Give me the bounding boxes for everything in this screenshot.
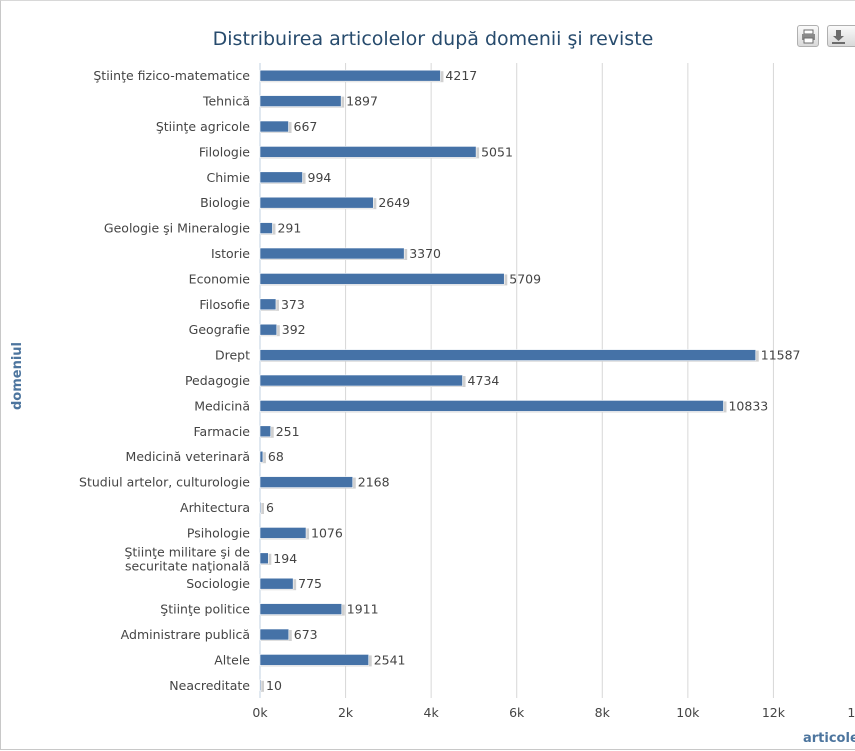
category-label: Drept bbox=[215, 348, 250, 363]
bar bbox=[259, 476, 354, 488]
bar bbox=[259, 95, 342, 107]
category-label: Chimie bbox=[207, 170, 251, 185]
category-label: Ştiinţe agricole bbox=[156, 119, 250, 134]
x-tick-label: 14k bbox=[847, 705, 855, 720]
bar bbox=[259, 349, 757, 361]
data-label: 667 bbox=[294, 119, 318, 134]
bar bbox=[259, 298, 277, 311]
print-button[interactable] bbox=[797, 25, 819, 47]
y-axis-title: domeniul bbox=[10, 342, 25, 410]
category-label: Medicină veterinară bbox=[126, 449, 250, 464]
bar bbox=[259, 425, 272, 438]
x-tick-label: 12k bbox=[762, 705, 786, 720]
bar bbox=[259, 247, 405, 260]
category-label: Farmacie bbox=[194, 424, 251, 439]
bar-shadow bbox=[261, 503, 264, 514]
x-tick-label: 6k bbox=[509, 705, 525, 720]
x-tick-label: 8k bbox=[595, 705, 611, 720]
data-label: 2541 bbox=[374, 652, 406, 667]
bar bbox=[259, 146, 477, 158]
bar bbox=[259, 501, 262, 514]
bar-shadow bbox=[261, 680, 264, 692]
bar bbox=[259, 222, 273, 234]
data-labels: 4217 1897 667 5051 994 2649 291 3370 5709 373 392 1… bbox=[266, 68, 801, 693]
bar bbox=[259, 603, 343, 615]
data-label: 775 bbox=[298, 576, 322, 591]
data-label: 6 bbox=[266, 500, 274, 515]
bar bbox=[259, 273, 505, 285]
category-label: Ştiinţe militare şi de securitate naţiona… bbox=[124, 544, 250, 573]
bar bbox=[259, 654, 370, 666]
data-label: 5709 bbox=[509, 271, 541, 286]
data-label: 373 bbox=[281, 297, 305, 312]
data-label: 673 bbox=[294, 627, 318, 642]
category-labels: Ştiinţe fizico-matematice Tehnică Ştiinţe … bbox=[79, 68, 250, 693]
category-label: Filologie bbox=[199, 144, 250, 159]
download-icon bbox=[832, 30, 845, 44]
data-label: 1911 bbox=[347, 602, 379, 617]
bar bbox=[259, 374, 463, 387]
category-label: Geografie bbox=[189, 322, 251, 337]
data-label: 994 bbox=[308, 170, 332, 185]
category-label: Administrare publică bbox=[121, 627, 250, 642]
bar bbox=[259, 400, 724, 412]
data-label: 3370 bbox=[409, 246, 441, 261]
category-label: Istorie bbox=[211, 246, 250, 261]
data-label: 5051 bbox=[481, 144, 513, 159]
download-button[interactable] bbox=[827, 25, 855, 47]
x-axis-ticks: 0k 2k 4k 6k 8k 10k 12k 14k bbox=[252, 705, 855, 720]
category-label: Altele bbox=[214, 652, 250, 667]
data-label: 1076 bbox=[311, 525, 343, 540]
bar bbox=[259, 527, 307, 539]
bar bbox=[259, 171, 303, 184]
data-label: 251 bbox=[276, 424, 300, 439]
chart-title: Distribuirea articolelor după domenii şi… bbox=[213, 28, 654, 50]
data-label: 11587 bbox=[761, 348, 801, 363]
x-axis-title: articole bbox=[803, 731, 855, 746]
x-tick-label: 0k bbox=[252, 705, 268, 720]
data-label: 392 bbox=[282, 322, 306, 337]
data-label: 10833 bbox=[728, 398, 768, 413]
bar bbox=[259, 552, 269, 565]
category-label: Neacreditate bbox=[169, 678, 250, 693]
category-label: Studiul artelor, culturologie bbox=[79, 475, 250, 490]
bar bbox=[259, 196, 374, 209]
data-label: 68 bbox=[268, 449, 284, 464]
data-label: 4217 bbox=[445, 68, 477, 83]
category-label: Pedagogie bbox=[185, 373, 250, 388]
bar bbox=[259, 323, 278, 336]
category-label: Psihologie bbox=[187, 525, 250, 540]
category-label: Medicină bbox=[194, 398, 250, 413]
bar bbox=[259, 450, 264, 463]
category-label: Sociologie bbox=[186, 576, 250, 591]
category-label: Tehnică bbox=[202, 94, 250, 109]
x-tick-label: 4k bbox=[424, 705, 440, 720]
bar bbox=[259, 628, 290, 641]
category-label: Ştiinţe fizico-matematice bbox=[93, 68, 250, 83]
data-label: 1897 bbox=[346, 94, 378, 109]
category-label: Arhitectura bbox=[180, 500, 250, 515]
category-label: Filosofie bbox=[199, 297, 250, 312]
data-label: 2168 bbox=[358, 475, 390, 490]
bar bbox=[259, 577, 294, 590]
category-label: Ştiinţe politice bbox=[160, 602, 250, 617]
data-label: 4734 bbox=[468, 373, 500, 388]
data-label: 2649 bbox=[378, 195, 410, 210]
printer-icon bbox=[802, 29, 815, 44]
data-label: 194 bbox=[273, 551, 297, 566]
bar bbox=[259, 69, 441, 82]
category-label: Biologie bbox=[200, 195, 250, 210]
bar bbox=[259, 679, 262, 692]
x-tick-label: 10k bbox=[676, 705, 700, 720]
category-label: Geologie şi Mineralogie bbox=[104, 221, 250, 236]
data-label: 291 bbox=[277, 221, 301, 236]
data-label: 10 bbox=[266, 678, 282, 693]
bars bbox=[259, 69, 759, 692]
bar-shadow bbox=[261, 452, 266, 464]
bar bbox=[259, 120, 289, 133]
category-label: Economie bbox=[189, 271, 251, 286]
x-tick-label: 2k bbox=[338, 705, 354, 720]
